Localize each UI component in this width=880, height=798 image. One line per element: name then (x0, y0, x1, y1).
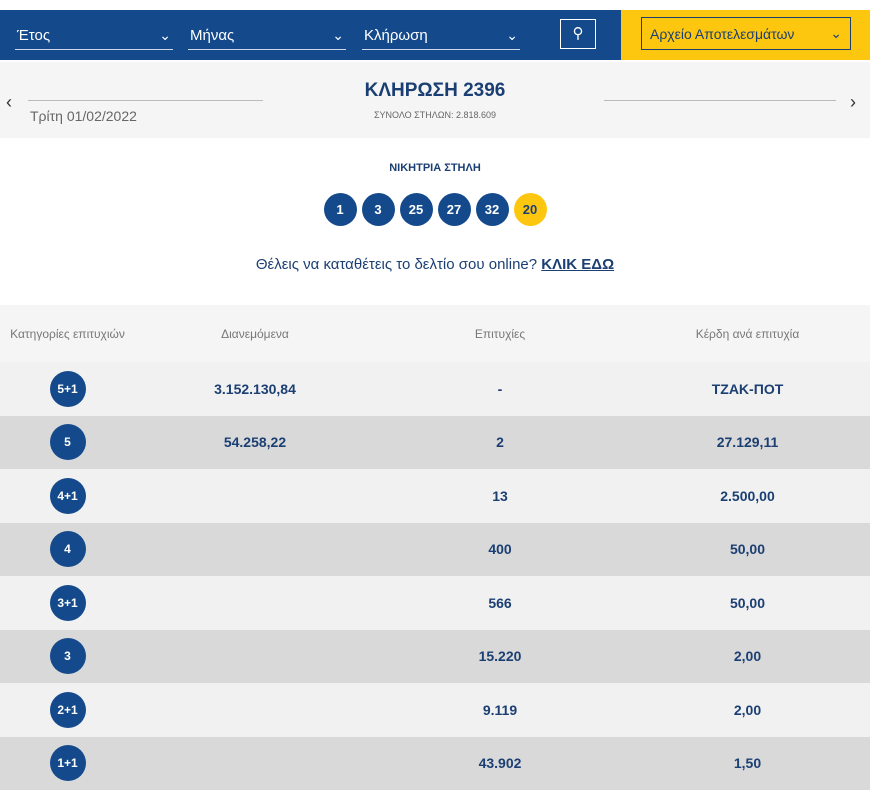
archive-dropdown[interactable]: Αρχείο Αποτελεσμάτων ⌄ (641, 17, 851, 50)
results-table: Κατηγορίες επιτυχιών Διανεμόμενα Επιτυχί… (0, 305, 870, 790)
category-cell: 2+1 (0, 683, 135, 737)
chevron-down-icon: ⌄ (506, 27, 518, 43)
number-ball: 25 (399, 193, 433, 226)
col-prize: Κέρδη ανά επιτυχία (625, 305, 870, 362)
category-badge: 4 (49, 531, 86, 568)
number-ball: 3 (361, 193, 395, 226)
category-cell: 3 (0, 629, 135, 683)
online-text: Θέλεις να καταθέτεις το δελτίο σου onlin… (255, 256, 538, 273)
divider (28, 100, 263, 101)
chevron-down-icon: ⌄ (830, 25, 842, 41)
table-header: Κατηγορίες επιτυχιών Διανεμόμενα Επιτυχί… (0, 305, 870, 362)
winning-numbers: 1 3 25 27 32 20 (0, 193, 870, 226)
table-row: 4 400 50,00 (0, 522, 870, 576)
prize-cell: 1,50 (625, 736, 870, 790)
draw-select[interactable]: Κλήρωση ⌄ (362, 22, 520, 50)
wins-cell: 13 (375, 469, 625, 523)
category-cell: 3+1 (0, 576, 135, 630)
search-icon: ⚲ (572, 25, 584, 42)
draw-date: Τρίτη 01/02/2022 (30, 108, 137, 124)
prize-cell: 50,00 (625, 576, 870, 630)
prize-cell: 2,00 (625, 683, 870, 737)
year-select[interactable]: Έτος ⌄ (15, 22, 173, 50)
category-badge: 5 (49, 424, 86, 461)
category-badge: 3+1 (49, 584, 86, 621)
category-badge: 3 (49, 638, 86, 675)
table-row: 1+1 43.902 1,50 (0, 736, 870, 790)
prize-cell: 2,00 (625, 629, 870, 683)
wins-cell: - (375, 362, 625, 416)
category-badge: 5+1 (49, 370, 86, 407)
wins-cell: 400 (375, 522, 625, 576)
next-draw-arrow-icon[interactable]: › (850, 92, 856, 112)
distributed-cell: 3.152.130,84 (135, 362, 375, 416)
table-row: 5+1 3.152.130,84 - ΤΖΑΚ-ΠΟΤ (0, 362, 870, 416)
month-label: Μήνας (190, 27, 235, 44)
wins-cell: 15.220 (375, 629, 625, 683)
table-row: 2+1 9.119 2,00 (0, 683, 870, 737)
distributed-cell (135, 683, 375, 737)
category-badge: 1+1 (49, 745, 86, 782)
chevron-down-icon: ⌄ (332, 27, 344, 43)
joker-ball: 20 (513, 193, 547, 226)
distributed-cell (135, 522, 375, 576)
category-cell: 4+1 (0, 469, 135, 523)
click-here-link[interactable]: ΚΛΙΚ ΕΔΩ (541, 256, 615, 273)
number-ball: 1 (323, 193, 357, 226)
wins-cell: 9.119 (375, 683, 625, 737)
col-wins: Επιτυχίες (375, 305, 625, 362)
prize-cell: 27.129,11 (625, 415, 870, 469)
col-category: Κατηγορίες επιτυχιών (0, 305, 135, 362)
category-cell: 5+1 (0, 362, 135, 416)
month-select[interactable]: Μήνας ⌄ (188, 22, 346, 50)
prev-draw-arrow-icon[interactable]: ‹ (6, 92, 12, 112)
number-ball: 32 (475, 193, 509, 226)
distributed-cell (135, 736, 375, 790)
filter-bar: Έτος ⌄ Μήνας ⌄ Κλήρωση ⌄ ⚲ (0, 10, 621, 60)
page-title: ΚΛΗΡΩΣΗ 2396 (364, 80, 506, 101)
search-button[interactable]: ⚲ (560, 19, 596, 49)
wins-cell: 566 (375, 576, 625, 630)
total-columns: ΣΥΝΟΛΟ ΣΤΗΛΩΝ: 2.818.609 (373, 110, 497, 120)
category-cell: 4 (0, 522, 135, 576)
col-distributed: Διανεμόμενα (135, 305, 375, 362)
archive-area: Αρχείο Αποτελεσμάτων ⌄ (621, 10, 870, 60)
prize-cell: 2.500,00 (625, 469, 870, 523)
draw-header: ‹ › Τρίτη 01/02/2022 ΚΛΗΡΩΣΗ 2396 ΣΥΝΟΛΟ… (0, 62, 870, 138)
category-badge: 2+1 (49, 691, 86, 728)
year-label: Έτος (17, 27, 51, 44)
wins-cell: 43.902 (375, 736, 625, 790)
winning-column-label: ΝΙΚΗΤΡΙΑ ΣΤΗΛΗ (389, 162, 481, 174)
divider (604, 100, 836, 101)
number-ball: 27 (437, 193, 471, 226)
table-row: 3 15.220 2,00 (0, 629, 870, 683)
distributed-cell (135, 629, 375, 683)
distributed-cell (135, 469, 375, 523)
draw-label: Κλήρωση (364, 27, 428, 44)
table-row: 3+1 566 50,00 (0, 576, 870, 630)
prize-cell: ΤΖΑΚ-ΠΟΤ (625, 362, 870, 416)
table-row: 5 54.258,22 2 27.129,11 (0, 415, 870, 469)
online-prompt: Θέλεις να καταθέτεις το δελτίο σου onlin… (0, 256, 870, 273)
chevron-down-icon: ⌄ (159, 27, 171, 43)
distributed-cell: 54.258,22 (135, 415, 375, 469)
category-cell: 1+1 (0, 736, 135, 790)
prize-cell: 50,00 (625, 522, 870, 576)
wins-cell: 2 (375, 415, 625, 469)
distributed-cell (135, 576, 375, 630)
category-badge: 4+1 (49, 477, 86, 514)
table-row: 4+1 13 2.500,00 (0, 469, 870, 523)
category-cell: 5 (0, 415, 135, 469)
archive-label: Αρχείο Αποτελεσμάτων (650, 25, 795, 42)
